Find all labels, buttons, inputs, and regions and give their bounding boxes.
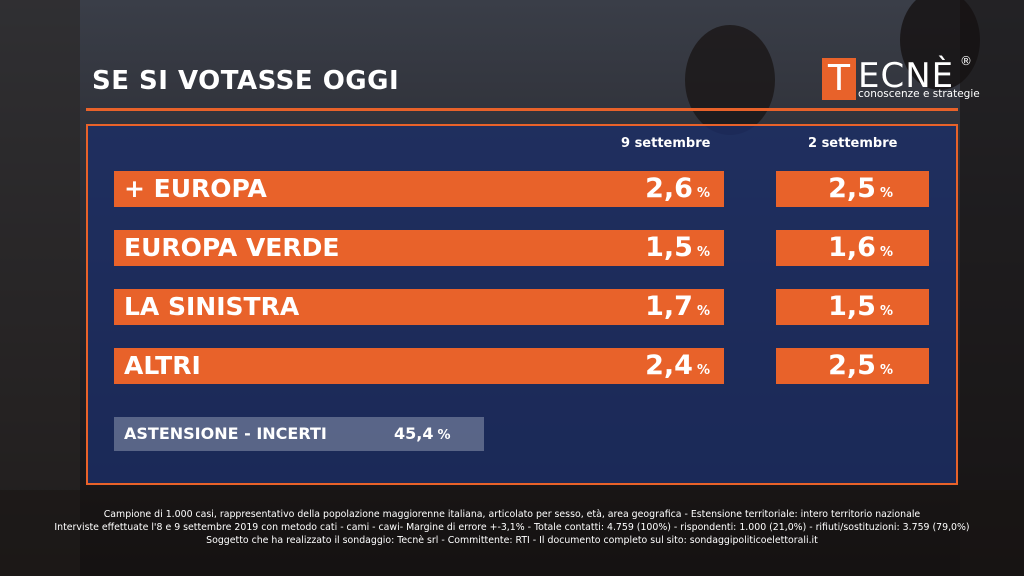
- column-header-previous: 2 settembre: [808, 136, 898, 151]
- abstention-value: 45,4%: [394, 424, 451, 443]
- abstention-box: ASTENSIONE - INCERTI 45,4%: [114, 417, 484, 451]
- value-previous: 1,6%: [828, 232, 893, 263]
- tecne-logo: T ECNÈ ® conoscenze e strategie: [822, 54, 980, 102]
- value-current: 1,7%: [645, 291, 710, 322]
- footer-line-3: Soggetto che ha realizzato il sondaggio:…: [206, 535, 818, 546]
- value-current: 2,4%: [645, 350, 710, 381]
- footer-line-2: Interviste effettuate l'8 e 9 settembre …: [54, 522, 970, 533]
- logo-tagline: conoscenze e strategie: [858, 88, 980, 100]
- value-previous: 1,5%: [828, 291, 893, 322]
- party-label: LA SINISTRA: [124, 292, 300, 321]
- abstention-label: ASTENSIONE - INCERTI: [124, 424, 327, 443]
- party-bar-previous: 2,5%: [776, 348, 929, 384]
- title-underline: [86, 108, 958, 111]
- value-previous: 2,5%: [828, 173, 893, 204]
- party-bar-previous: 2,5%: [776, 171, 929, 207]
- abstention-unit: %: [437, 428, 451, 443]
- logo-wordmark: ECNÈ: [858, 56, 955, 96]
- party-bar-current: LA SINISTRA 1,7%: [114, 289, 724, 325]
- party-label: + EUROPA: [124, 174, 267, 203]
- logo-initial: T: [822, 58, 856, 100]
- party-bar-previous: 1,5%: [776, 289, 929, 325]
- column-header-current: 9 settembre: [621, 136, 711, 151]
- page-title: SE SI VOTASSE OGGI: [92, 66, 400, 96]
- footer-line-1: Campione di 1.000 casi, rappresentativo …: [103, 509, 921, 520]
- party-label: ALTRI: [124, 351, 201, 380]
- value-current: 2,6%: [645, 173, 710, 204]
- value-previous: 2,5%: [828, 350, 893, 381]
- party-bar-previous: 1,6%: [776, 230, 929, 266]
- party-bar-current: ALTRI 2,4%: [114, 348, 724, 384]
- party-label: EUROPA VERDE: [124, 233, 340, 262]
- party-bar-current: EUROPA VERDE 1,5%: [114, 230, 724, 266]
- value-current: 1,5%: [645, 232, 710, 263]
- party-bar-current: + EUROPA 2,6%: [114, 171, 724, 207]
- registered-mark: ®: [960, 54, 972, 68]
